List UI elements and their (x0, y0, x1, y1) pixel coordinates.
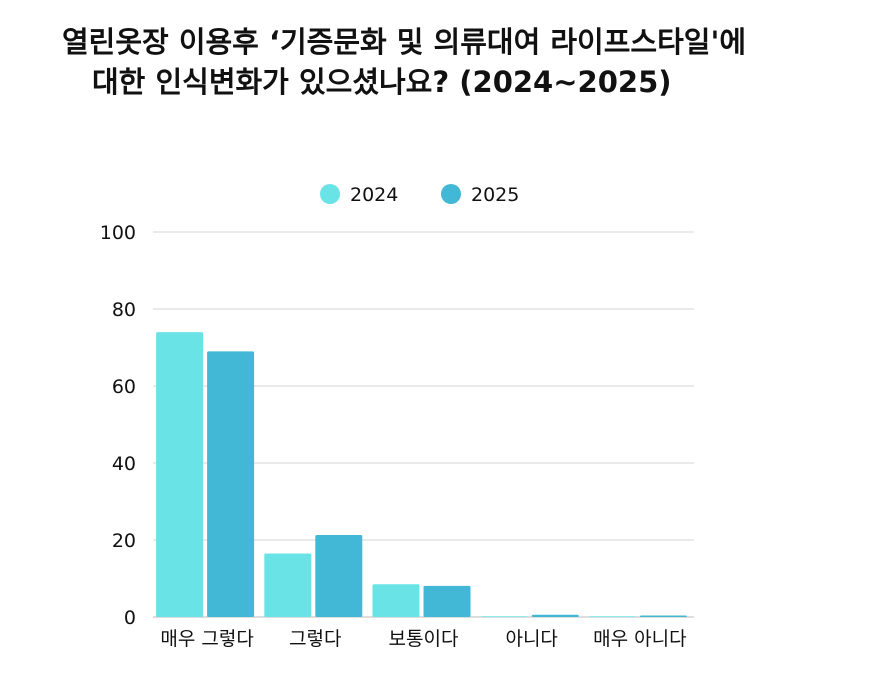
x-tick-label: 아니다 (505, 628, 557, 650)
legend: 2024 2025 (320, 184, 519, 206)
legend-swatch-2025 (441, 184, 461, 204)
legend-label-2024: 2024 (350, 184, 398, 206)
bar-2024-2 (372, 584, 420, 617)
y-tick-label: 60 (112, 376, 136, 398)
y-tick-label: 0 (124, 607, 136, 629)
x-tick-label: 보통이다 (389, 628, 459, 650)
chart-title-line-2: 대한 인식변화가 있으셨나요? (2024~2025) (92, 65, 672, 99)
chart-title: 열린옷장 이용후 ‘기증문화 및 의류대여 라이프스타일'에 대한 인식변화가 … (0, 22, 872, 102)
chart-title-line-1: 열린옷장 이용후 ‘기증문화 및 의류대여 라이프스타일'에 (62, 25, 747, 59)
bar-2025-3 (531, 614, 579, 617)
bar-2024-4 (588, 616, 636, 618)
x-tick-label: 그렇다 (289, 628, 341, 650)
y-axis-ticks: 0 20 40 60 80 100 (100, 222, 136, 629)
y-tick-label: 20 (112, 530, 136, 552)
y-tick-label: 100 (100, 222, 136, 244)
bar-2024-1 (264, 553, 312, 617)
legend-label-2025: 2025 (471, 184, 519, 206)
bar-2025-4 (639, 615, 687, 617)
legend-swatch-2024 (320, 184, 340, 204)
x-tick-label: 매우 그렇다 (160, 628, 253, 650)
y-tick-label: 80 (112, 299, 136, 321)
bars (156, 332, 687, 618)
bar-2025-0 (207, 351, 255, 617)
bar-2025-2 (423, 585, 471, 617)
x-axis-labels: 매우 그렇다 그렇다 보통이다 아니다 매우 아니다 (160, 628, 686, 650)
bar-2024-3 (480, 616, 528, 618)
bar-2024-0 (156, 332, 204, 617)
bar-2025-1 (315, 534, 363, 617)
x-tick-label: 매우 아니다 (593, 628, 686, 650)
y-tick-label: 40 (112, 453, 136, 475)
